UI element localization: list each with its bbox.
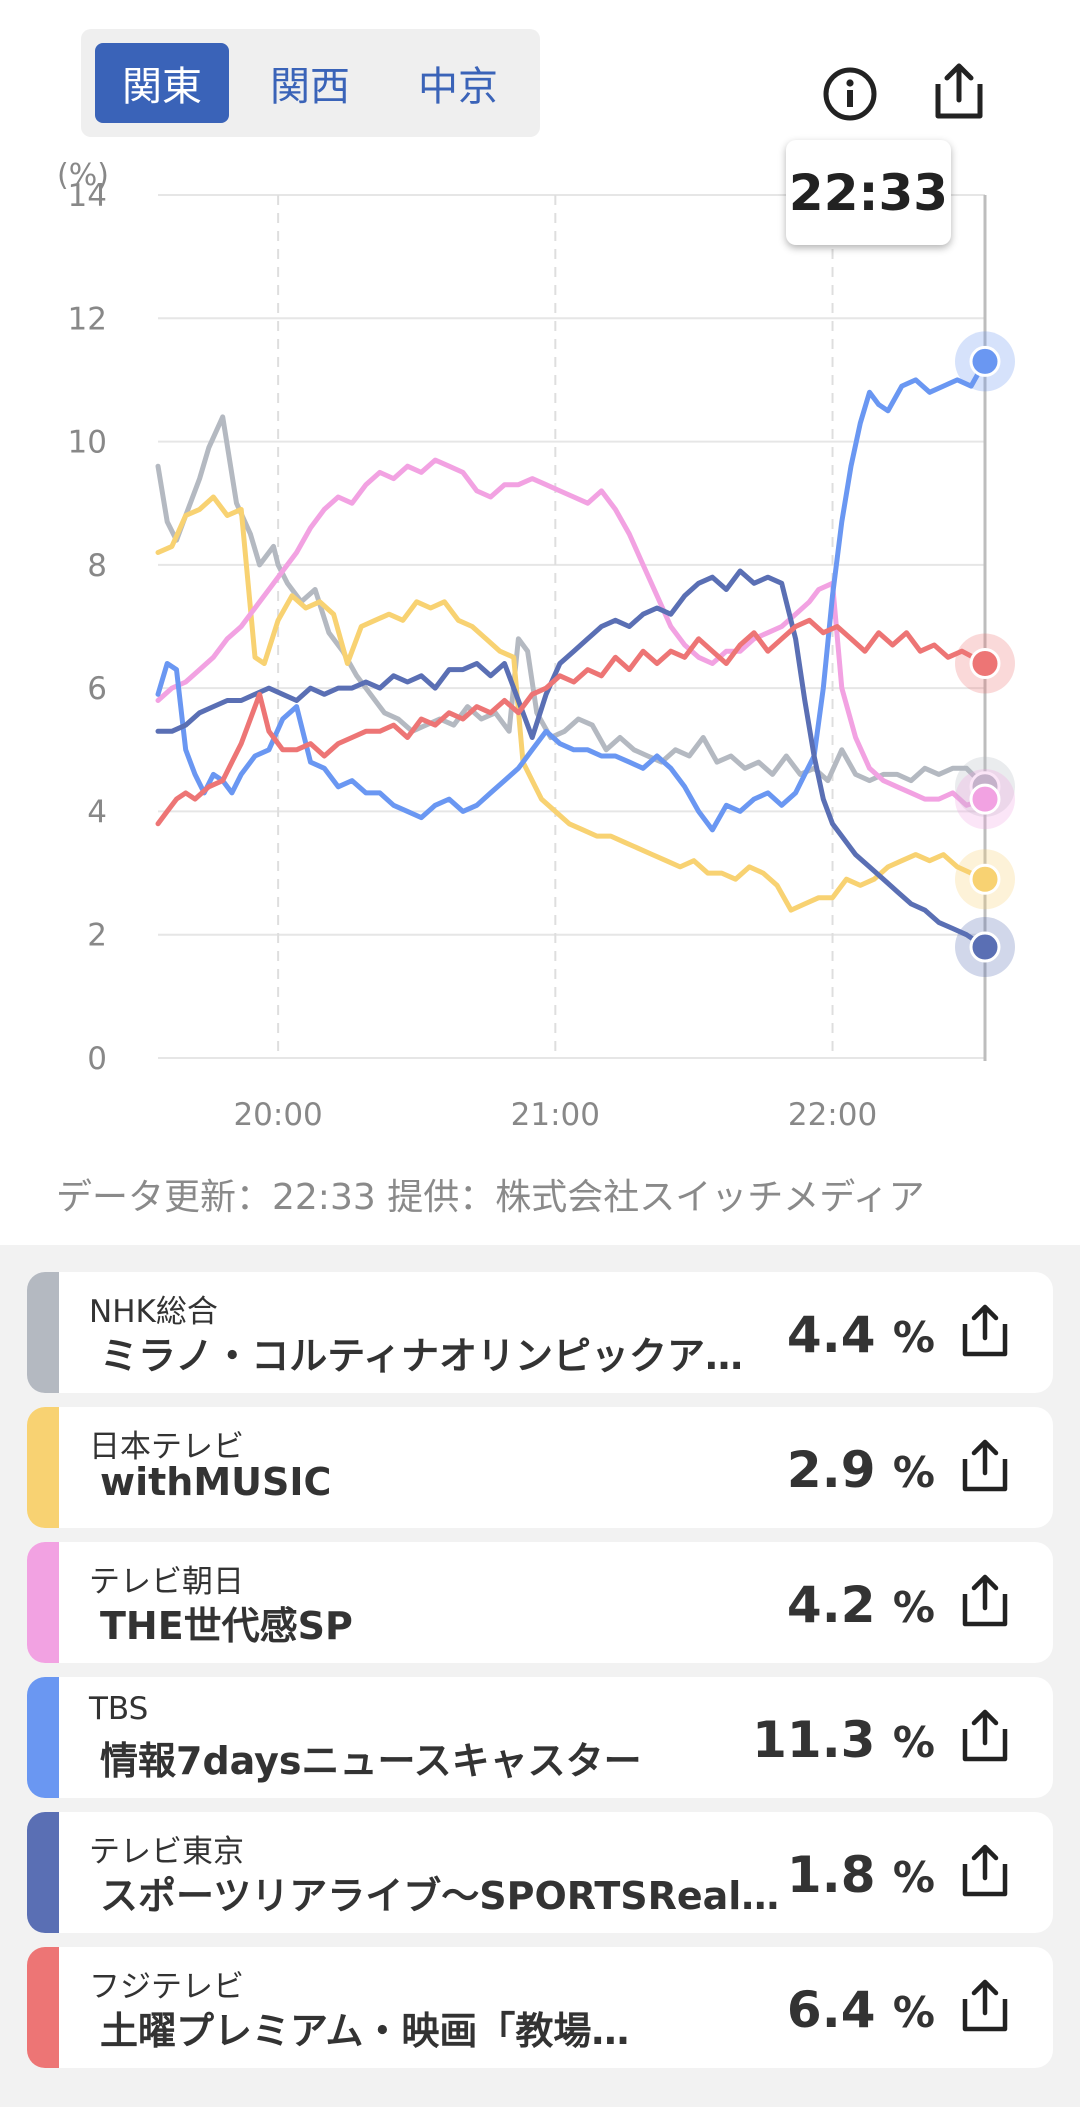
series-line-4: [155, 568, 988, 950]
channel-card[interactable]: テレビ朝日 THE世代感SP 4.2 %: [27, 1542, 1053, 1663]
rating-value: 2.9 %: [787, 1441, 935, 1499]
channel-color-bar: [27, 1677, 59, 1798]
channel-color-bar: [27, 1542, 59, 1663]
tab-kanto[interactable]: 関東: [95, 43, 229, 123]
channel-card[interactable]: NHK総合ミラノ・コルティナオリンピックア… 4.4 %: [27, 1272, 1053, 1393]
x-tick-label: 22:00: [788, 1097, 877, 1133]
series-marker-2: [969, 783, 1001, 815]
channel-color-bar: [27, 1407, 59, 1528]
channel-name: フジテレビ: [89, 1969, 244, 2005]
series-line-0: [155, 414, 988, 790]
series-line-1: [155, 494, 988, 913]
rating-value: 4.4 %: [787, 1306, 935, 1364]
program-title: withMUSIC: [100, 1460, 332, 1504]
tab-kansai[interactable]: 関西: [270, 64, 350, 110]
share-icon[interactable]: [957, 1977, 1013, 2035]
channel-name: NHK総合: [89, 1294, 218, 1330]
channel-card[interactable]: テレビ東京スポーツリアライブ～SPORTSReal… 1.8 %: [27, 1812, 1053, 1933]
y-tick-label: 2: [87, 918, 107, 954]
x-tick-label: 21:00: [511, 1097, 600, 1133]
rating-number: 1.8: [786, 1846, 876, 1904]
rating-number: 4.2: [786, 1576, 876, 1634]
rating-unit: %: [892, 1583, 935, 1632]
y-unit-label: (%): [57, 158, 109, 193]
series-line-2: [155, 457, 988, 808]
series-line-5: [155, 617, 988, 827]
program-title: 情報7daysニュースキャスター: [100, 1739, 642, 1783]
rating-number: 11.3: [752, 1711, 876, 1769]
series-marker-1: [969, 863, 1001, 895]
rating-unit: %: [892, 1853, 935, 1902]
channel-color-bar: [27, 1947, 59, 2068]
share-icon[interactable]: [928, 60, 990, 122]
channel-color-bar: [27, 1812, 59, 1933]
rating-value: 4.2 %: [787, 1576, 935, 1634]
time-tooltip: 22:33: [786, 140, 951, 245]
share-icon[interactable]: [957, 1842, 1013, 1900]
share-icon[interactable]: [957, 1437, 1013, 1495]
share-icon[interactable]: [957, 1302, 1013, 1360]
region-tabs: 関東 関西 中京: [81, 29, 540, 137]
series-marker-3: [969, 345, 1001, 377]
rating-line-chart: (%) 0 2 4 6 8 10 12 14 20:00 21:00 22:00: [57, 158, 1015, 1133]
share-icon[interactable]: [957, 1707, 1013, 1765]
program-title: 土曜プレミアム・映画「教場…: [100, 2009, 630, 2053]
tab-chukyo[interactable]: 中京: [418, 64, 498, 110]
y-tick-label: 10: [68, 425, 107, 461]
y-tick-label: 8: [87, 548, 107, 584]
program-title: ミラノ・コルティナオリンピックア…: [100, 1334, 743, 1378]
y-tick-label: 6: [87, 671, 107, 707]
series-marker-5: [969, 647, 1001, 679]
rating-value: 6.4 %: [787, 1981, 935, 2039]
rating-unit: %: [892, 1313, 935, 1362]
channel-card[interactable]: TBS 情報7daysニュースキャスター 11.3 %: [27, 1677, 1053, 1798]
share-icon[interactable]: [957, 1572, 1013, 1630]
info-icon[interactable]: [819, 63, 881, 125]
rating-number: 6.4: [786, 1981, 876, 2039]
rating-unit: %: [892, 1718, 935, 1767]
y-tick-label: 0: [87, 1041, 107, 1077]
channel-name: テレビ朝日: [89, 1564, 244, 1600]
channel-card[interactable]: 日本テレビ withMUSIC 2.9 %: [27, 1407, 1053, 1528]
series-line-3: [155, 358, 988, 833]
channel-name: 日本テレビ: [89, 1429, 244, 1465]
data-credit: データ更新：22:33 提供：株式会社スイッチメディア: [56, 1177, 925, 1218]
rating-unit: %: [892, 1448, 935, 1497]
rating-number: 2.9: [786, 1441, 876, 1499]
program-title: スポーツリアライブ～SPORTSReal…: [100, 1874, 780, 1918]
y-tick-label: 12: [68, 301, 107, 337]
chart-panel: 関東 関西 中京 (%) 0 2 4 6 8 10 12 14 20:00 21:00 22:00 2…: [0, 0, 1080, 1245]
y-tick-label: 4: [87, 794, 107, 830]
channel-name: TBS: [89, 1691, 149, 1727]
channel-color-bar: [27, 1272, 59, 1393]
rating-unit: %: [892, 1988, 935, 2037]
series-marker-4: [969, 931, 1001, 963]
channel-card[interactable]: フジテレビ土曜プレミアム・映画「教場… 6.4 %: [27, 1947, 1053, 2068]
rating-number: 4.4: [786, 1306, 876, 1364]
y-tick-label: 14: [68, 178, 107, 214]
rating-value: 1.8 %: [787, 1846, 935, 1904]
channel-name: テレビ東京: [89, 1834, 244, 1870]
program-title: THE世代感SP: [100, 1604, 353, 1648]
rating-value: 11.3 %: [752, 1711, 935, 1769]
x-tick-label: 20:00: [233, 1097, 322, 1133]
